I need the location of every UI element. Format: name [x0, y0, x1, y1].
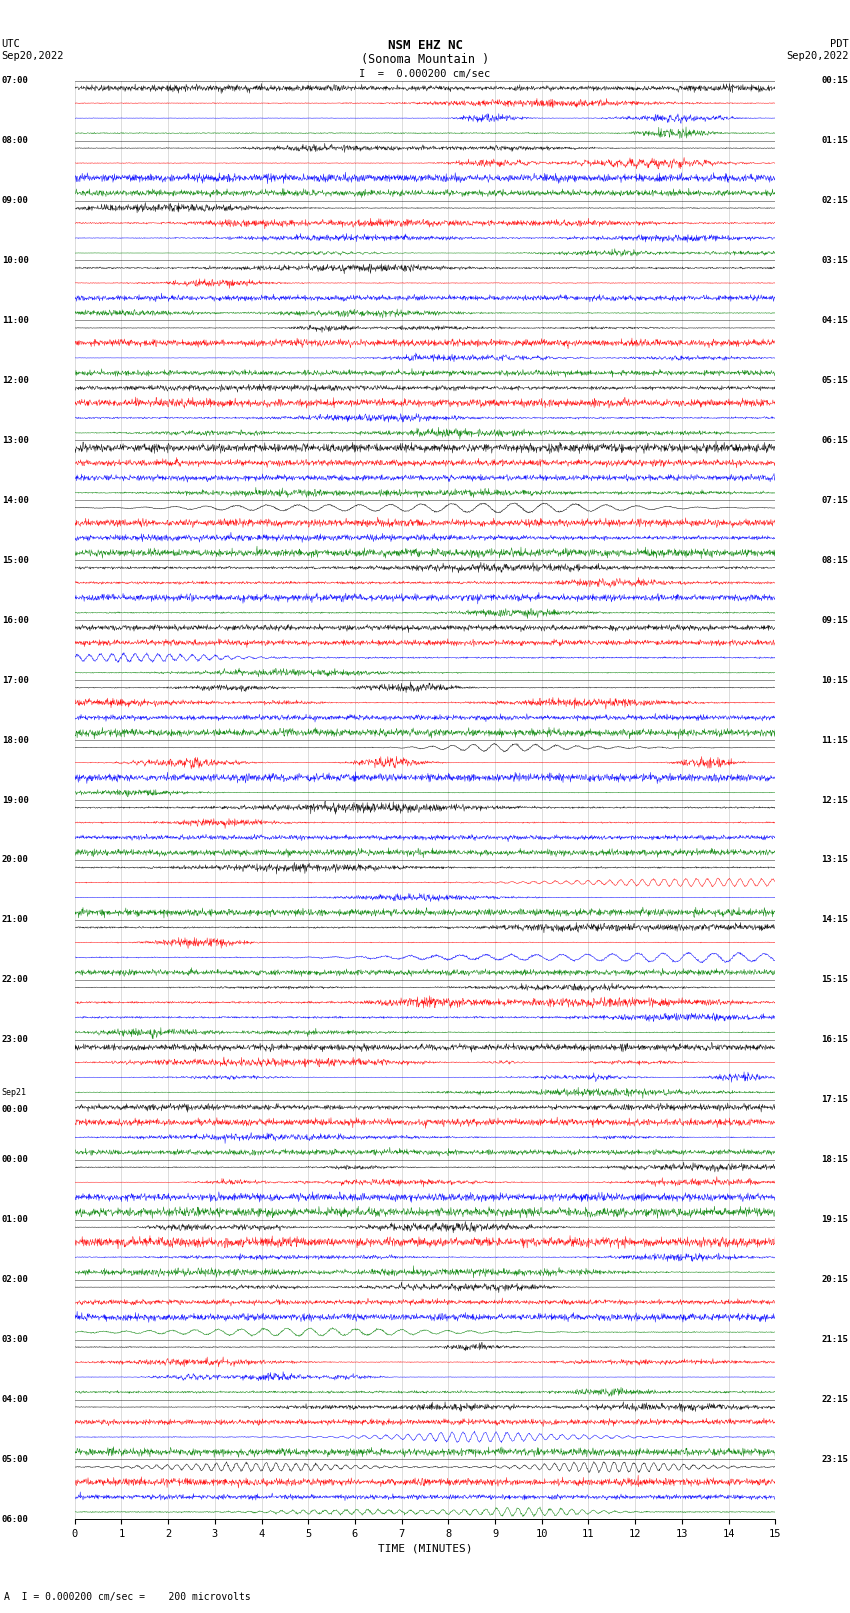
Text: 19:15: 19:15	[821, 1215, 848, 1224]
Text: Sep21: Sep21	[2, 1087, 26, 1097]
Text: 07:15: 07:15	[821, 495, 848, 505]
Text: 17:00: 17:00	[2, 676, 29, 684]
Text: Sep20,2022: Sep20,2022	[2, 52, 65, 61]
Text: 17:15: 17:15	[821, 1095, 848, 1105]
Text: 01:15: 01:15	[821, 135, 848, 145]
Text: 13:15: 13:15	[821, 855, 848, 865]
Text: 03:15: 03:15	[821, 256, 848, 265]
Text: (Sonoma Mountain ): (Sonoma Mountain )	[361, 53, 489, 66]
Text: 08:00: 08:00	[2, 135, 29, 145]
Text: 23:00: 23:00	[2, 1036, 29, 1044]
Text: 06:15: 06:15	[821, 436, 848, 445]
Text: 03:00: 03:00	[2, 1336, 29, 1344]
Text: 20:00: 20:00	[2, 855, 29, 865]
Text: 16:00: 16:00	[2, 616, 29, 624]
Text: 07:00: 07:00	[2, 76, 29, 85]
Text: 14:15: 14:15	[821, 916, 848, 924]
Text: 20:15: 20:15	[821, 1276, 848, 1284]
Text: 15:15: 15:15	[821, 976, 848, 984]
Text: UTC: UTC	[2, 39, 20, 48]
Text: 02:15: 02:15	[821, 197, 848, 205]
Text: 21:15: 21:15	[821, 1336, 848, 1344]
Text: NSM EHZ NC: NSM EHZ NC	[388, 39, 462, 52]
Text: 11:15: 11:15	[821, 736, 848, 745]
Text: 22:00: 22:00	[2, 976, 29, 984]
X-axis label: TIME (MINUTES): TIME (MINUTES)	[377, 1544, 473, 1553]
Text: PDT: PDT	[830, 39, 848, 48]
Text: 14:00: 14:00	[2, 495, 29, 505]
Text: I  =  0.000200 cm/sec: I = 0.000200 cm/sec	[360, 69, 490, 79]
Text: 00:15: 00:15	[821, 76, 848, 85]
Text: 06:00: 06:00	[2, 1515, 29, 1524]
Text: 16:15: 16:15	[821, 1036, 848, 1044]
Text: 18:15: 18:15	[821, 1155, 848, 1165]
Text: 05:00: 05:00	[2, 1455, 29, 1465]
Text: 01:00: 01:00	[2, 1215, 29, 1224]
Text: 10:15: 10:15	[821, 676, 848, 684]
Text: 22:15: 22:15	[821, 1395, 848, 1403]
Text: 19:00: 19:00	[2, 795, 29, 805]
Text: 04:00: 04:00	[2, 1395, 29, 1403]
Text: A  I = 0.000200 cm/sec =    200 microvolts: A I = 0.000200 cm/sec = 200 microvolts	[4, 1592, 251, 1602]
Text: 11:00: 11:00	[2, 316, 29, 324]
Text: 10:00: 10:00	[2, 256, 29, 265]
Text: 00:00: 00:00	[2, 1105, 29, 1115]
Text: 00:00: 00:00	[2, 1155, 29, 1165]
Text: 13:00: 13:00	[2, 436, 29, 445]
Text: 09:00: 09:00	[2, 197, 29, 205]
Text: 12:15: 12:15	[821, 795, 848, 805]
Text: 18:00: 18:00	[2, 736, 29, 745]
Text: 08:15: 08:15	[821, 556, 848, 565]
Text: 02:00: 02:00	[2, 1276, 29, 1284]
Text: 21:00: 21:00	[2, 916, 29, 924]
Text: 05:15: 05:15	[821, 376, 848, 386]
Text: Sep20,2022: Sep20,2022	[785, 52, 848, 61]
Text: 09:15: 09:15	[821, 616, 848, 624]
Text: 23:15: 23:15	[821, 1455, 848, 1465]
Text: 04:15: 04:15	[821, 316, 848, 324]
Text: 15:00: 15:00	[2, 556, 29, 565]
Text: 12:00: 12:00	[2, 376, 29, 386]
